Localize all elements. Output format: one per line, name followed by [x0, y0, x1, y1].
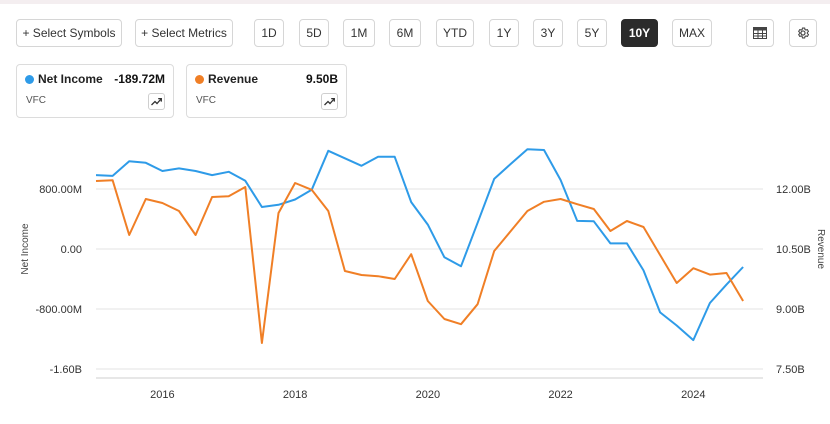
y-left-tick-label: -1.60B	[50, 364, 82, 376]
range-max-button[interactable]: MAX	[672, 19, 712, 47]
range-ytd-button[interactable]: YTD	[436, 19, 474, 47]
trend-line-icon	[324, 97, 335, 106]
line-chart: 800.00M 0.00 -800.00M -1.60B 12.00B 10.50B 9.0…	[20, 148, 826, 401]
grid	[96, 188, 763, 379]
range-5d-button[interactable]: 5D	[299, 19, 329, 47]
series-ticker: VFC	[196, 95, 216, 106]
y-right-tick-label: 10.50B	[776, 244, 811, 256]
y-right-tick-label: 9.00B	[776, 304, 805, 316]
series-color-dot	[25, 75, 34, 84]
select-metrics-button[interactable]: + Select Metrics	[135, 19, 233, 47]
settings-button[interactable]	[789, 19, 817, 47]
gear-icon	[798, 27, 810, 39]
legend-card-revenue[interactable]: Revenue 9.50B VFC	[186, 64, 347, 118]
y-left-axis-title: Net Income	[20, 223, 31, 275]
range-6m-button[interactable]: 6M	[389, 19, 421, 47]
net-income-line	[95, 148, 744, 342]
range-3y-button[interactable]: 3Y	[533, 19, 563, 47]
series-value: 9.50B	[305, 72, 338, 86]
range-5y-button[interactable]: 5Y	[577, 19, 607, 47]
select-symbols-button[interactable]: + Select Symbols	[16, 19, 122, 47]
y-right-tick-label: 12.00B	[776, 184, 811, 196]
x-tick-label: 2022	[548, 389, 572, 401]
x-tick-label: 2024	[681, 389, 705, 401]
y-left-tick-label: -800.00M	[36, 304, 82, 316]
trend-line-button[interactable]	[321, 93, 338, 110]
range-1m-button[interactable]: 1M	[343, 19, 375, 47]
range-10y-button[interactable]: 10Y	[621, 19, 658, 47]
series-color-dot	[195, 75, 204, 84]
trend-line-button[interactable]	[148, 93, 165, 110]
y-left-tick-label: 800.00M	[39, 184, 82, 196]
range-1d-button[interactable]: 1D	[254, 19, 284, 47]
series-lines	[95, 148, 744, 344]
table-icon	[753, 27, 767, 39]
x-tick-label: 2020	[416, 389, 440, 401]
table-view-button[interactable]	[746, 19, 774, 47]
y-left-tick-label: 0.00	[61, 244, 82, 256]
y-right-axis-title: Revenue	[815, 229, 826, 269]
series-value: -189.72M	[114, 72, 165, 86]
x-tick-label: 2016	[150, 389, 174, 401]
y-right-tick-label: 7.50B	[776, 364, 805, 376]
series-name: Net Income	[38, 72, 103, 86]
series-name: Revenue	[208, 72, 259, 86]
x-tick-label: 2018	[283, 389, 307, 401]
range-1y-button[interactable]: 1Y	[489, 19, 519, 47]
legend-card-net-income[interactable]: Net Income -189.72M VFC	[16, 64, 174, 118]
series-ticker: VFC	[26, 95, 46, 106]
axes: 800.00M 0.00 -800.00M -1.60B 12.00B 10.50B 9.0…	[20, 184, 826, 401]
revenue-line	[95, 179, 744, 344]
top-border	[0, 0, 830, 4]
trend-line-icon	[151, 97, 162, 106]
